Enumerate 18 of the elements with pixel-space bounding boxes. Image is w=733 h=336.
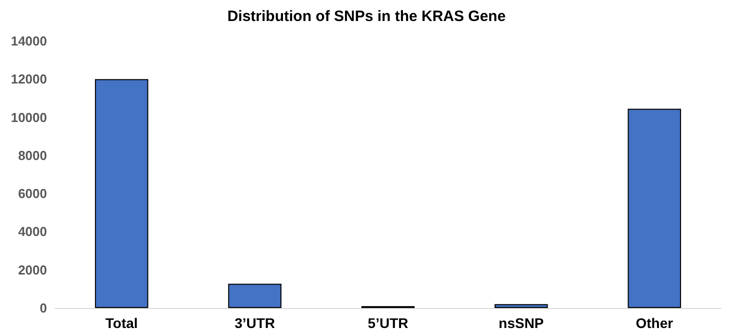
bar (494, 304, 548, 308)
y-tick-label: 10000 (10, 110, 47, 125)
x-tick-label: Other (636, 315, 674, 331)
x-tick-label: 5’UTR (368, 315, 408, 331)
y-tick-label: 4000 (18, 224, 47, 240)
bar (228, 284, 282, 308)
y-tick-label: 6000 (18, 186, 47, 202)
y-tick-label: 0 (40, 300, 47, 316)
bar (94, 79, 148, 308)
x-tick-label: 3’UTR (234, 315, 276, 331)
y-tick-label: 8000 (18, 148, 47, 163)
x-tick-label: nsSNP (498, 315, 544, 331)
bar (628, 108, 682, 308)
y-tick-label: 12000 (10, 72, 47, 87)
x-tick-label: Total (105, 315, 138, 331)
y-tick-label: 2000 (18, 262, 47, 278)
chart-title: Distribution of SNPs in the KRAS Gene (227, 8, 506, 25)
y-tick-label: 14000 (10, 34, 47, 48)
